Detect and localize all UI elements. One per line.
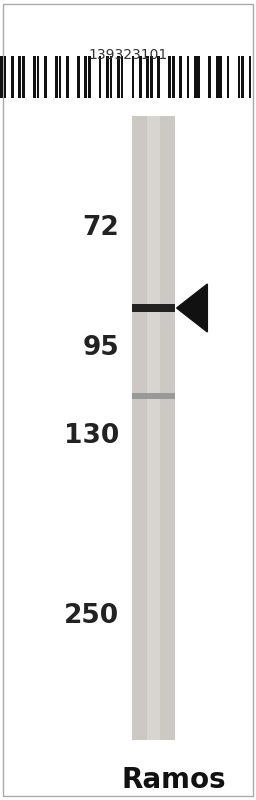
Bar <box>55 56 58 98</box>
Bar <box>146 56 149 98</box>
Bar <box>249 56 251 98</box>
Bar <box>219 56 222 98</box>
Bar <box>132 56 134 98</box>
Bar <box>187 56 189 98</box>
Bar <box>150 56 153 98</box>
Bar <box>59 56 61 98</box>
Bar <box>106 56 109 98</box>
Bar <box>172 56 175 98</box>
Bar <box>208 56 211 98</box>
Text: 250: 250 <box>64 603 119 629</box>
Bar <box>66 56 69 98</box>
Text: 95: 95 <box>82 335 119 361</box>
Bar <box>238 56 240 98</box>
Bar <box>216 56 219 98</box>
Bar <box>44 56 47 98</box>
Bar <box>11 56 14 98</box>
Bar <box>132 116 175 740</box>
Text: Ramos: Ramos <box>122 766 226 794</box>
Bar <box>227 56 229 98</box>
Bar <box>241 56 244 98</box>
Bar <box>22 56 25 98</box>
Bar <box>147 116 160 740</box>
Bar <box>179 56 182 98</box>
Text: 130: 130 <box>64 423 119 449</box>
Bar <box>4 56 6 98</box>
Bar <box>77 56 80 98</box>
Bar <box>132 393 175 398</box>
Text: 72: 72 <box>82 215 119 241</box>
Bar <box>117 56 120 98</box>
Bar <box>139 56 142 98</box>
Bar <box>121 56 123 98</box>
Bar <box>18 56 21 98</box>
Bar <box>84 56 87 98</box>
Bar <box>37 56 39 98</box>
Bar <box>197 56 200 98</box>
Polygon shape <box>177 284 207 332</box>
Bar <box>99 56 101 98</box>
Bar <box>157 56 160 98</box>
Bar <box>168 56 171 98</box>
Bar <box>88 56 91 98</box>
Bar <box>33 56 36 98</box>
Text: 139323101: 139323101 <box>88 48 168 62</box>
Bar <box>110 56 112 98</box>
Bar <box>194 56 197 98</box>
Bar <box>132 303 175 312</box>
Bar <box>0 56 3 98</box>
